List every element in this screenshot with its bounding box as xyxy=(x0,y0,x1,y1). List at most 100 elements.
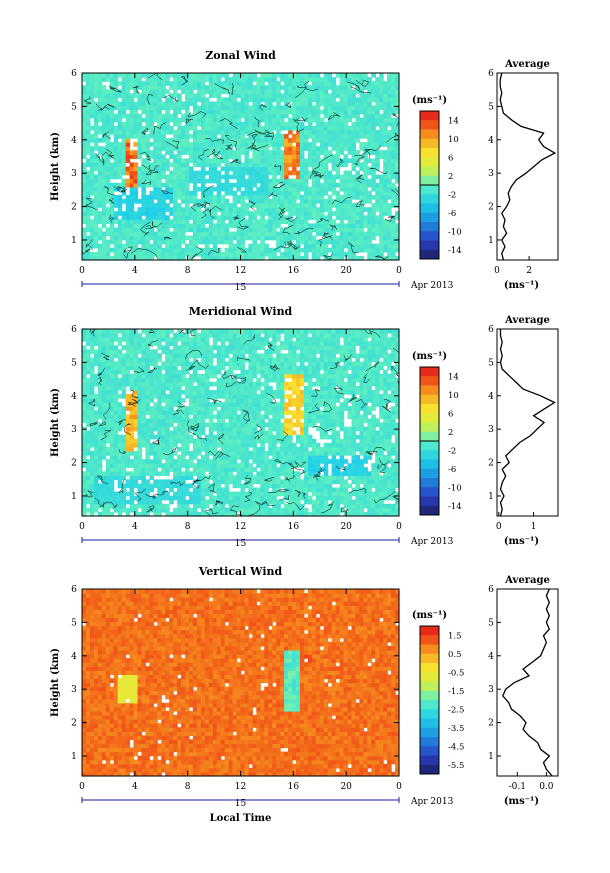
heatmap-cell xyxy=(109,190,115,196)
heatmap-cell xyxy=(185,85,190,90)
heatmap-cell xyxy=(367,129,372,135)
heatmap-cell xyxy=(141,373,146,379)
heatmap-cell xyxy=(196,142,202,147)
heatmap-cell xyxy=(165,357,170,363)
heatmap-cell xyxy=(276,235,281,241)
heatmap-cell xyxy=(268,166,273,172)
heatmap-cell xyxy=(272,174,277,180)
heatmap-cell xyxy=(355,227,360,233)
heatmap-cell xyxy=(169,138,174,143)
heatmap-cell xyxy=(224,101,230,107)
heatmap-cell xyxy=(367,255,372,261)
heatmap-cell xyxy=(161,414,166,420)
heatmap-cell xyxy=(216,142,222,147)
heatmap-cell xyxy=(335,243,341,249)
heatmap-cell xyxy=(149,117,154,123)
heatmap-cell xyxy=(212,105,218,111)
heatmap-cell xyxy=(169,239,174,245)
heatmap-cell xyxy=(89,203,95,208)
heatmap-cell xyxy=(220,166,226,172)
heatmap-cell xyxy=(220,434,226,440)
heatmap-cell xyxy=(93,154,99,159)
heatmap-cell xyxy=(284,113,289,119)
heatmap-cell xyxy=(276,231,281,237)
heatmap-cell xyxy=(264,207,269,212)
heatmap-cell xyxy=(121,182,127,188)
heatmap-cell xyxy=(256,255,261,261)
heatmap-cell xyxy=(371,211,376,216)
heatmap-cell xyxy=(121,73,127,78)
heatmap-cell xyxy=(252,162,257,168)
heatmap-cell xyxy=(161,463,166,468)
heatmap-cell xyxy=(82,369,87,375)
heatmap-cell xyxy=(343,174,349,180)
heatmap-cell xyxy=(169,398,174,403)
heatmap-cell xyxy=(200,495,206,501)
heatmap-cell xyxy=(181,239,186,245)
heatmap-cell xyxy=(375,105,380,111)
heatmap-cell xyxy=(232,211,238,216)
heatmap-cell xyxy=(371,117,376,123)
heatmap-cell xyxy=(339,150,345,155)
heatmap-cell xyxy=(141,483,146,489)
heatmap-cell xyxy=(232,174,238,180)
heatmap-cell xyxy=(292,251,297,257)
heatmap-cell xyxy=(307,85,313,90)
heatmap-cell xyxy=(145,93,150,98)
heatmap-cell xyxy=(256,207,261,212)
heatmap-cell xyxy=(244,97,250,103)
heatmap-cell xyxy=(311,243,317,249)
heatmap-cell xyxy=(189,195,194,200)
heatmap-cell xyxy=(232,154,238,159)
heatmap-cell xyxy=(319,195,325,200)
heatmap-cell xyxy=(363,195,368,200)
heatmap-cell xyxy=(121,434,127,440)
heatmap-cell xyxy=(121,357,127,363)
heatmap-cell xyxy=(113,215,119,220)
heatmap-cell xyxy=(153,105,158,111)
heatmap-cell xyxy=(149,93,154,98)
heatmap-cell xyxy=(157,511,162,517)
heatmap-cell xyxy=(97,178,103,184)
heatmap-cell xyxy=(236,211,242,216)
heatmap-cell xyxy=(212,369,218,375)
heatmap-cell xyxy=(196,134,202,139)
heatmap-cell xyxy=(224,385,230,391)
heatmap-cell xyxy=(355,113,360,119)
heatmap-cell xyxy=(86,150,91,155)
heatmap-cell xyxy=(363,121,368,127)
heatmap-cell xyxy=(141,398,146,403)
heatmap-cell xyxy=(395,81,400,86)
heatmap-cell xyxy=(181,199,186,204)
heatmap-cell xyxy=(379,121,384,127)
heatmap-cell xyxy=(375,166,380,172)
heatmap-cell xyxy=(177,129,182,135)
heatmap-cell xyxy=(395,243,400,249)
heatmap-cell xyxy=(248,134,253,139)
heatmap-cell xyxy=(113,142,119,147)
heatmap-cell xyxy=(244,150,250,155)
heatmap-cell xyxy=(169,162,174,168)
heatmap-cell xyxy=(185,138,190,143)
heatmap-cell xyxy=(173,418,178,424)
heatmap-cell xyxy=(113,369,119,375)
heatmap-cell xyxy=(212,247,218,253)
heatmap-cell xyxy=(181,105,186,111)
heatmap-cell xyxy=(113,162,119,168)
contour-line xyxy=(295,88,318,99)
heatmap-cell xyxy=(153,511,158,517)
heatmap-cell xyxy=(200,146,206,151)
heatmap-cell xyxy=(121,89,127,94)
heatmap-cell xyxy=(216,113,222,119)
contour-line xyxy=(254,116,260,128)
heatmap-cell xyxy=(133,162,139,168)
heatmap-cell xyxy=(82,89,87,94)
heatmap-cell xyxy=(315,223,321,229)
heatmap-cell xyxy=(161,434,166,440)
heatmap-cell xyxy=(125,227,131,233)
heatmap-cell xyxy=(105,207,111,212)
heatmap-cell xyxy=(240,138,246,143)
heatmap-cell xyxy=(86,467,91,472)
heatmap-cell xyxy=(117,471,123,476)
heatmap-cell xyxy=(129,81,135,86)
